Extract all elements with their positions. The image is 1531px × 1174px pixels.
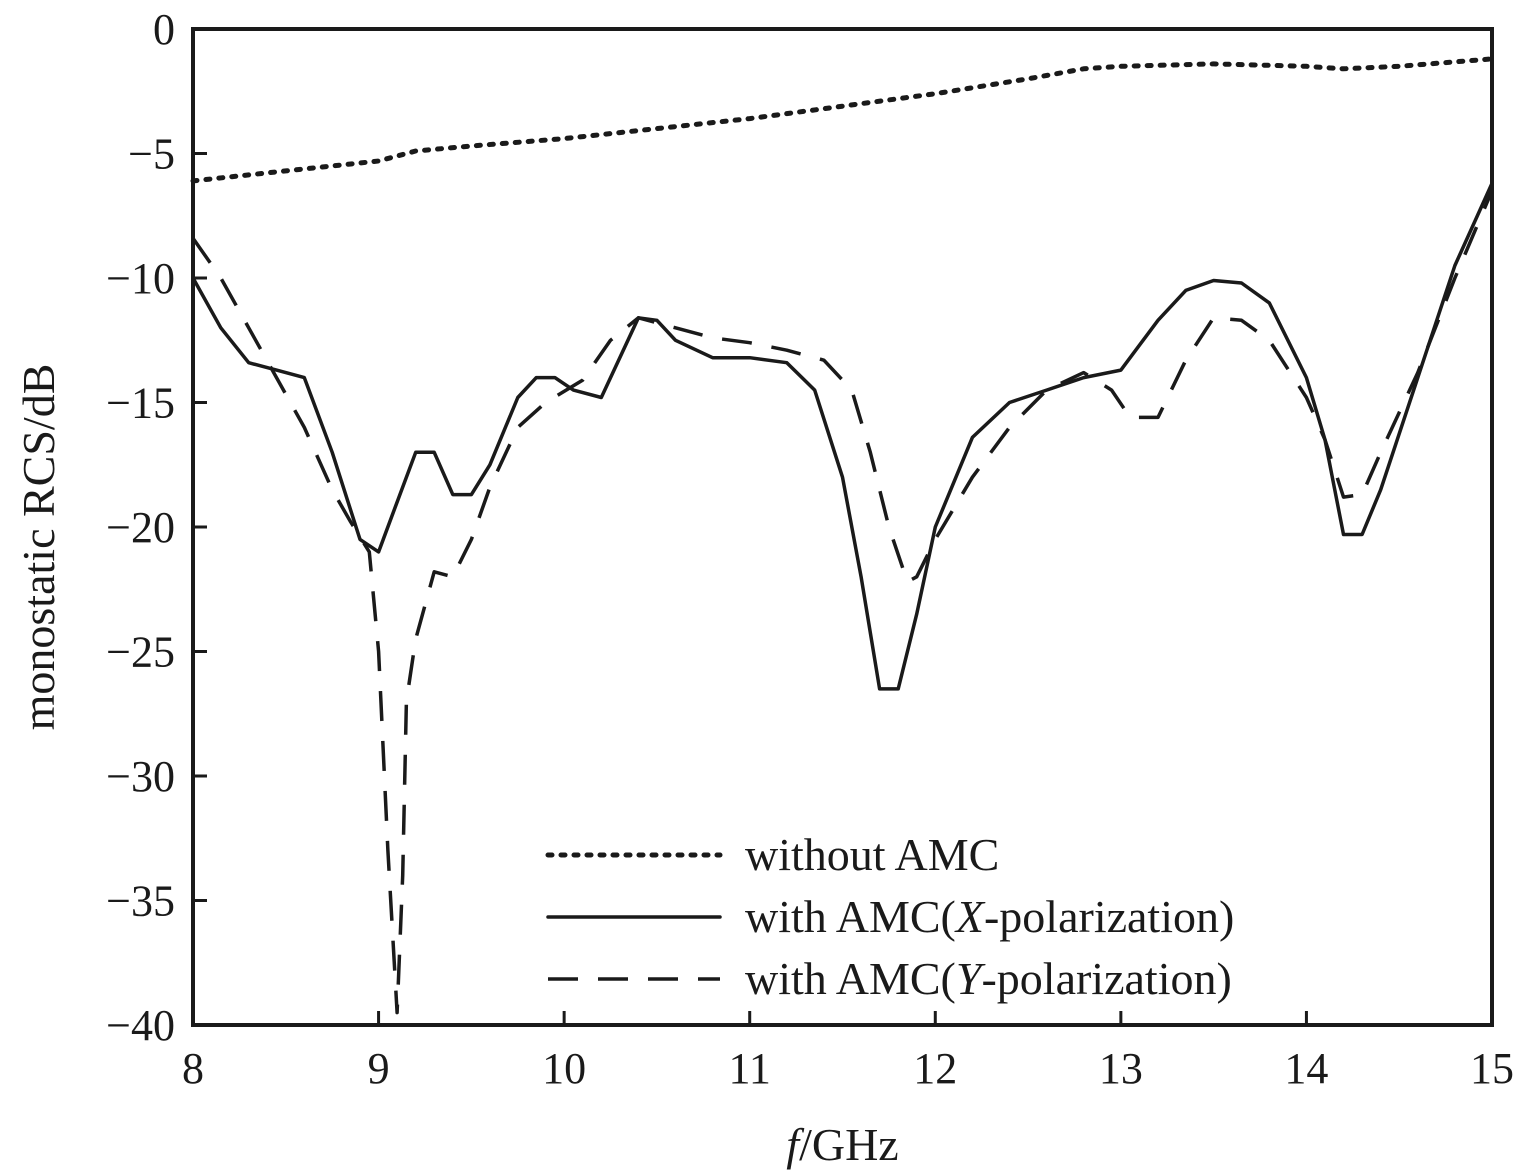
x-tick-label: 12	[913, 1044, 957, 1093]
legend-label-y-polarization: with AMC(Y-polarization)	[745, 953, 1232, 1004]
legend: without AMC with AMC(X-polarization) wit…	[545, 829, 1234, 1004]
y-tick-label: −20	[106, 503, 175, 552]
y-tick-label: −40	[106, 1001, 175, 1050]
legend-label-x-prefix: with AMC(	[745, 891, 956, 942]
y-tick-label: 0	[153, 5, 175, 54]
y-tick-label: −5	[128, 130, 175, 179]
series-y-polarization	[191, 190, 1494, 1015]
x-tick-label: 15	[1470, 1044, 1514, 1093]
series-x-polarization	[191, 181, 1494, 691]
x-tick-label: 10	[542, 1044, 586, 1093]
ticks-layer	[191, 27, 1494, 1027]
x-tick-label: 8	[182, 1044, 204, 1093]
y-axis-label: monostatic RCS/dB	[13, 364, 64, 731]
legend-label-x-italic: X	[954, 891, 986, 942]
y-tick-label: −15	[106, 379, 175, 428]
y-tick-label: −25	[106, 628, 175, 677]
legend-label-y-italic: Y	[956, 953, 986, 1004]
legend-label-x-suffix: -polarization)	[984, 891, 1234, 942]
y-tick-label: −30	[106, 752, 175, 801]
x-tick-label: 14	[1284, 1044, 1328, 1093]
x-tick-label: 9	[368, 1044, 390, 1093]
x-axis-label: f/GHz	[786, 1119, 898, 1170]
tick-labels-layer: 8 9 10 11 12 13 14 15 0 −5 −10 −15 −20 −25 −30 −35 −40	[106, 5, 1514, 1093]
legend-label-y-prefix: with AMC(	[745, 953, 956, 1004]
legend-label-x-polarization: with AMC(X-polarization)	[745, 891, 1234, 942]
series-without-amc	[190, 56, 1495, 184]
legend-label-y-suffix: -polarization)	[981, 953, 1231, 1004]
series-layer	[190, 56, 1495, 1015]
y-tick-label: −10	[106, 254, 175, 303]
x-axis-label-unit: /GHz	[799, 1119, 899, 1170]
legend-label-without-amc: without AMC	[745, 829, 999, 880]
x-tick-label: 11	[729, 1044, 771, 1093]
x-tick-label: 13	[1099, 1044, 1143, 1093]
y-tick-label: −35	[106, 877, 175, 926]
